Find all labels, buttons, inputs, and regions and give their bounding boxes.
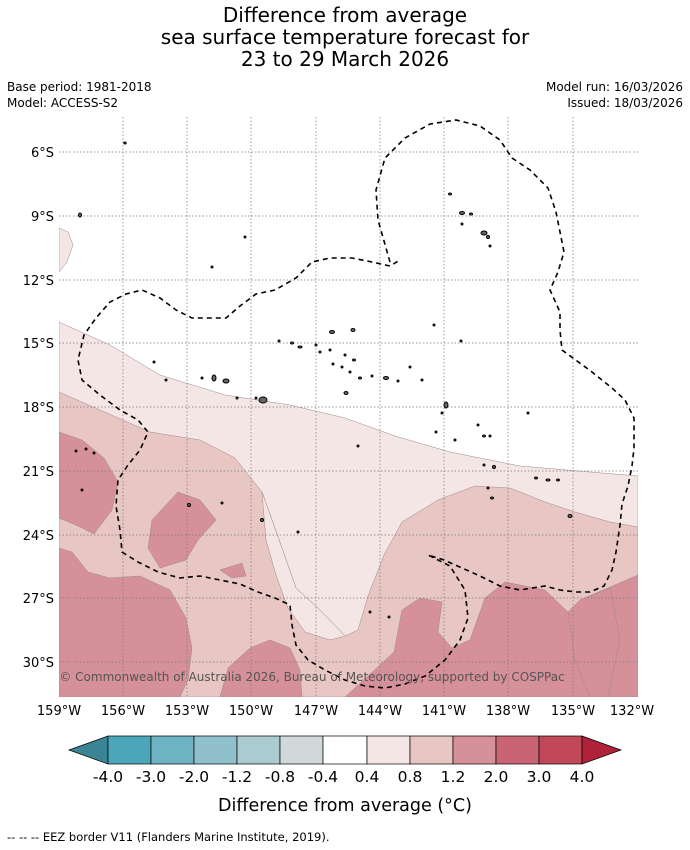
colorbar-segment [495, 735, 540, 765]
colorbar-tick: -1.2 [222, 768, 252, 786]
title-line-1: Difference from average [222, 3, 468, 27]
longitude-labels: 159°W 156°W 153°W 150°W 147°W 144°W 141°… [37, 704, 654, 719]
colorbar: -4.0 -3.0 -2.0 -1.2 -0.8 -0.4 0.4 0.8 1.… [67, 735, 623, 816]
colorbar-segment [150, 735, 195, 765]
colorbar-segment [107, 735, 152, 765]
colorbar-segment [236, 735, 281, 765]
colorbar-tick: -2.0 [179, 768, 209, 786]
title-line-3: 23 to 29 March 2026 [240, 47, 450, 71]
model-run: Model run: 16/03/2026 [545, 80, 683, 94]
lat-label-15s: 15°S [23, 337, 54, 352]
lat-label-21s: 21°S [23, 465, 54, 480]
colorbar-segment [193, 735, 238, 765]
lon-label-153w: 153°W [165, 704, 209, 719]
lat-label-30s: 30°S [23, 656, 54, 671]
colorbar-segment [279, 735, 324, 765]
colorbar-tick: 1.2 [441, 768, 466, 786]
colorbar-tick: -0.4 [308, 768, 338, 786]
lat-label-18s: 18°S [23, 401, 54, 416]
colorbar-segment [452, 735, 497, 765]
title-line-2: sea surface temperature forecast for [160, 25, 530, 49]
colorbar-extend-high [581, 735, 623, 765]
lon-label-135w: 135°W [551, 704, 595, 719]
copyright-text: © Commonwealth of Australia 2026, Bureau… [59, 670, 564, 684]
colorbar-tick: -0.8 [265, 768, 295, 786]
islands [74, 141, 573, 619]
lon-label-159w: 159°W [37, 704, 81, 719]
lon-label-141w: 141°W [422, 704, 466, 719]
lon-label-138w: 138°W [486, 704, 530, 719]
colorbar-segment [409, 735, 454, 765]
latitude-labels: 6°S 9°S 12°S 15°S 18°S 21°S 24°S 27°S 30… [23, 146, 54, 671]
lat-label-27s: 27°S [23, 592, 54, 607]
colorbar-tick: 3.0 [527, 768, 552, 786]
colorbar-tick: 2.0 [484, 768, 509, 786]
anomaly-band-1-2-2-0-south [219, 574, 638, 697]
issued-date: Issued: 18/03/2026 [567, 96, 683, 110]
colorbar-tick: -3.0 [136, 768, 166, 786]
eez-border [77, 119, 635, 689]
colorbar-extend-low [67, 735, 109, 765]
lon-label-150w: 150°W [229, 704, 273, 719]
lat-label-9s: 9°S [31, 210, 54, 225]
anomaly-band-1-2-2-0-southwest [59, 547, 193, 697]
colorbar-tick: 0.8 [398, 768, 423, 786]
lon-label-132w: 132°W [610, 704, 654, 719]
map-title: Difference from average sea surface temp… [0, 4, 690, 70]
colorbar-tick: 0.4 [355, 768, 380, 786]
lat-label-6s: 6°S [31, 146, 54, 161]
colorbar-segment [538, 735, 583, 765]
anomaly-band-1-2-2-0-west [59, 431, 119, 535]
anomaly-band-0-4-inset [261, 491, 346, 641]
lon-label-156w: 156°W [101, 704, 145, 719]
lon-label-147w: 147°W [294, 704, 338, 719]
colorbar-segment [322, 735, 368, 765]
colorbar-tick: -4.0 [93, 768, 123, 786]
colorbar-title: Difference from average (°C) [218, 796, 472, 816]
base-period: Base period: 1981-2018 [7, 80, 152, 94]
meta-right: Model run: 16/03/2026 Issued: 18/03/2026 [546, 79, 683, 111]
colorbar-segment [366, 735, 411, 765]
meta-left: Base period: 1981-2018 Model: ACCESS-S2 [7, 79, 152, 111]
lat-label-12s: 12°S [23, 274, 54, 289]
lon-label-144w: 144°W [358, 704, 402, 719]
lat-label-24s: 24°S [23, 529, 54, 544]
eez-legend: -- -- -- EEZ border V11 (Flanders Marine… [7, 830, 330, 844]
model-name: Model: ACCESS-S2 [7, 96, 119, 110]
colorbar-tick: 4.0 [570, 768, 595, 786]
graticule [59, 117, 638, 697]
map-area: © Commonwealth of Australia 2026, Bureau… [59, 117, 638, 697]
